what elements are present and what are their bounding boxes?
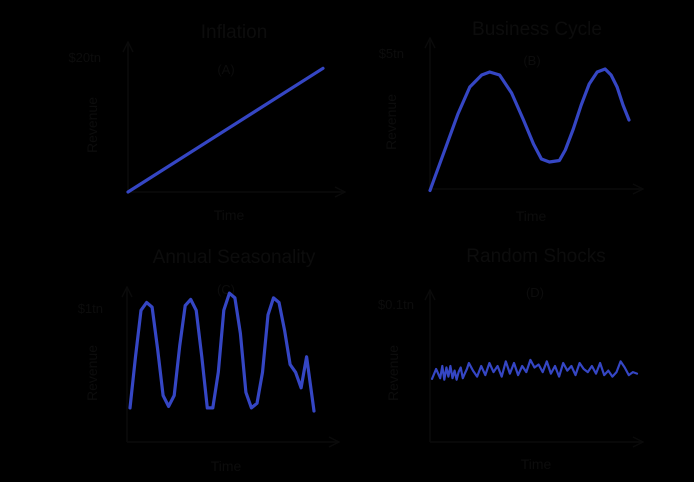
chart-panel: Business Cycle (B) $5tn Time Revenue xyxy=(379,19,643,224)
series-line xyxy=(128,291,316,413)
y-axis-label: Revenue xyxy=(84,97,100,153)
x-axis-label: Time xyxy=(521,456,552,472)
y-max-label: $5tn xyxy=(379,46,404,61)
x-axis-label: Time xyxy=(516,208,547,224)
series-line xyxy=(428,67,631,193)
chart-panel: Random Shocks (D) $0.1tn Time Revenue xyxy=(378,246,643,472)
y-axis-label: Revenue xyxy=(84,345,100,401)
chart-title: Random Shocks xyxy=(466,246,605,267)
y-max-label: $0.1tn xyxy=(378,297,414,312)
y-axis-label: Revenue xyxy=(383,94,399,150)
series-line xyxy=(126,66,325,194)
x-axis-label: Time xyxy=(214,207,245,223)
chart-subtitle: (A) xyxy=(217,62,234,77)
chart-title: Business Cycle xyxy=(472,19,602,40)
chart-subtitle: (D) xyxy=(526,285,544,300)
chart-subtitle: (B) xyxy=(523,53,540,68)
chart-title: Annual Seasonality xyxy=(153,247,316,268)
series-line xyxy=(430,358,639,381)
chart-title: Inflation xyxy=(201,22,268,43)
y-axis-label: Revenue xyxy=(385,345,401,401)
y-max-label: $1tn xyxy=(78,301,103,316)
chart-panel: Inflation (A) $20tn Time Revenue xyxy=(68,22,345,223)
y-max-label: $20tn xyxy=(68,50,101,65)
x-axis-label: Time xyxy=(211,458,242,474)
